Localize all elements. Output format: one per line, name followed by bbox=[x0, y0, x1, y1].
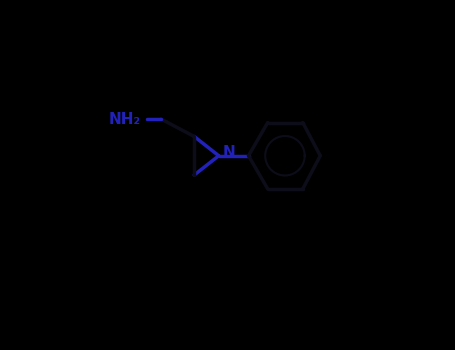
Text: NH₂: NH₂ bbox=[108, 112, 140, 126]
Text: N: N bbox=[222, 146, 235, 160]
